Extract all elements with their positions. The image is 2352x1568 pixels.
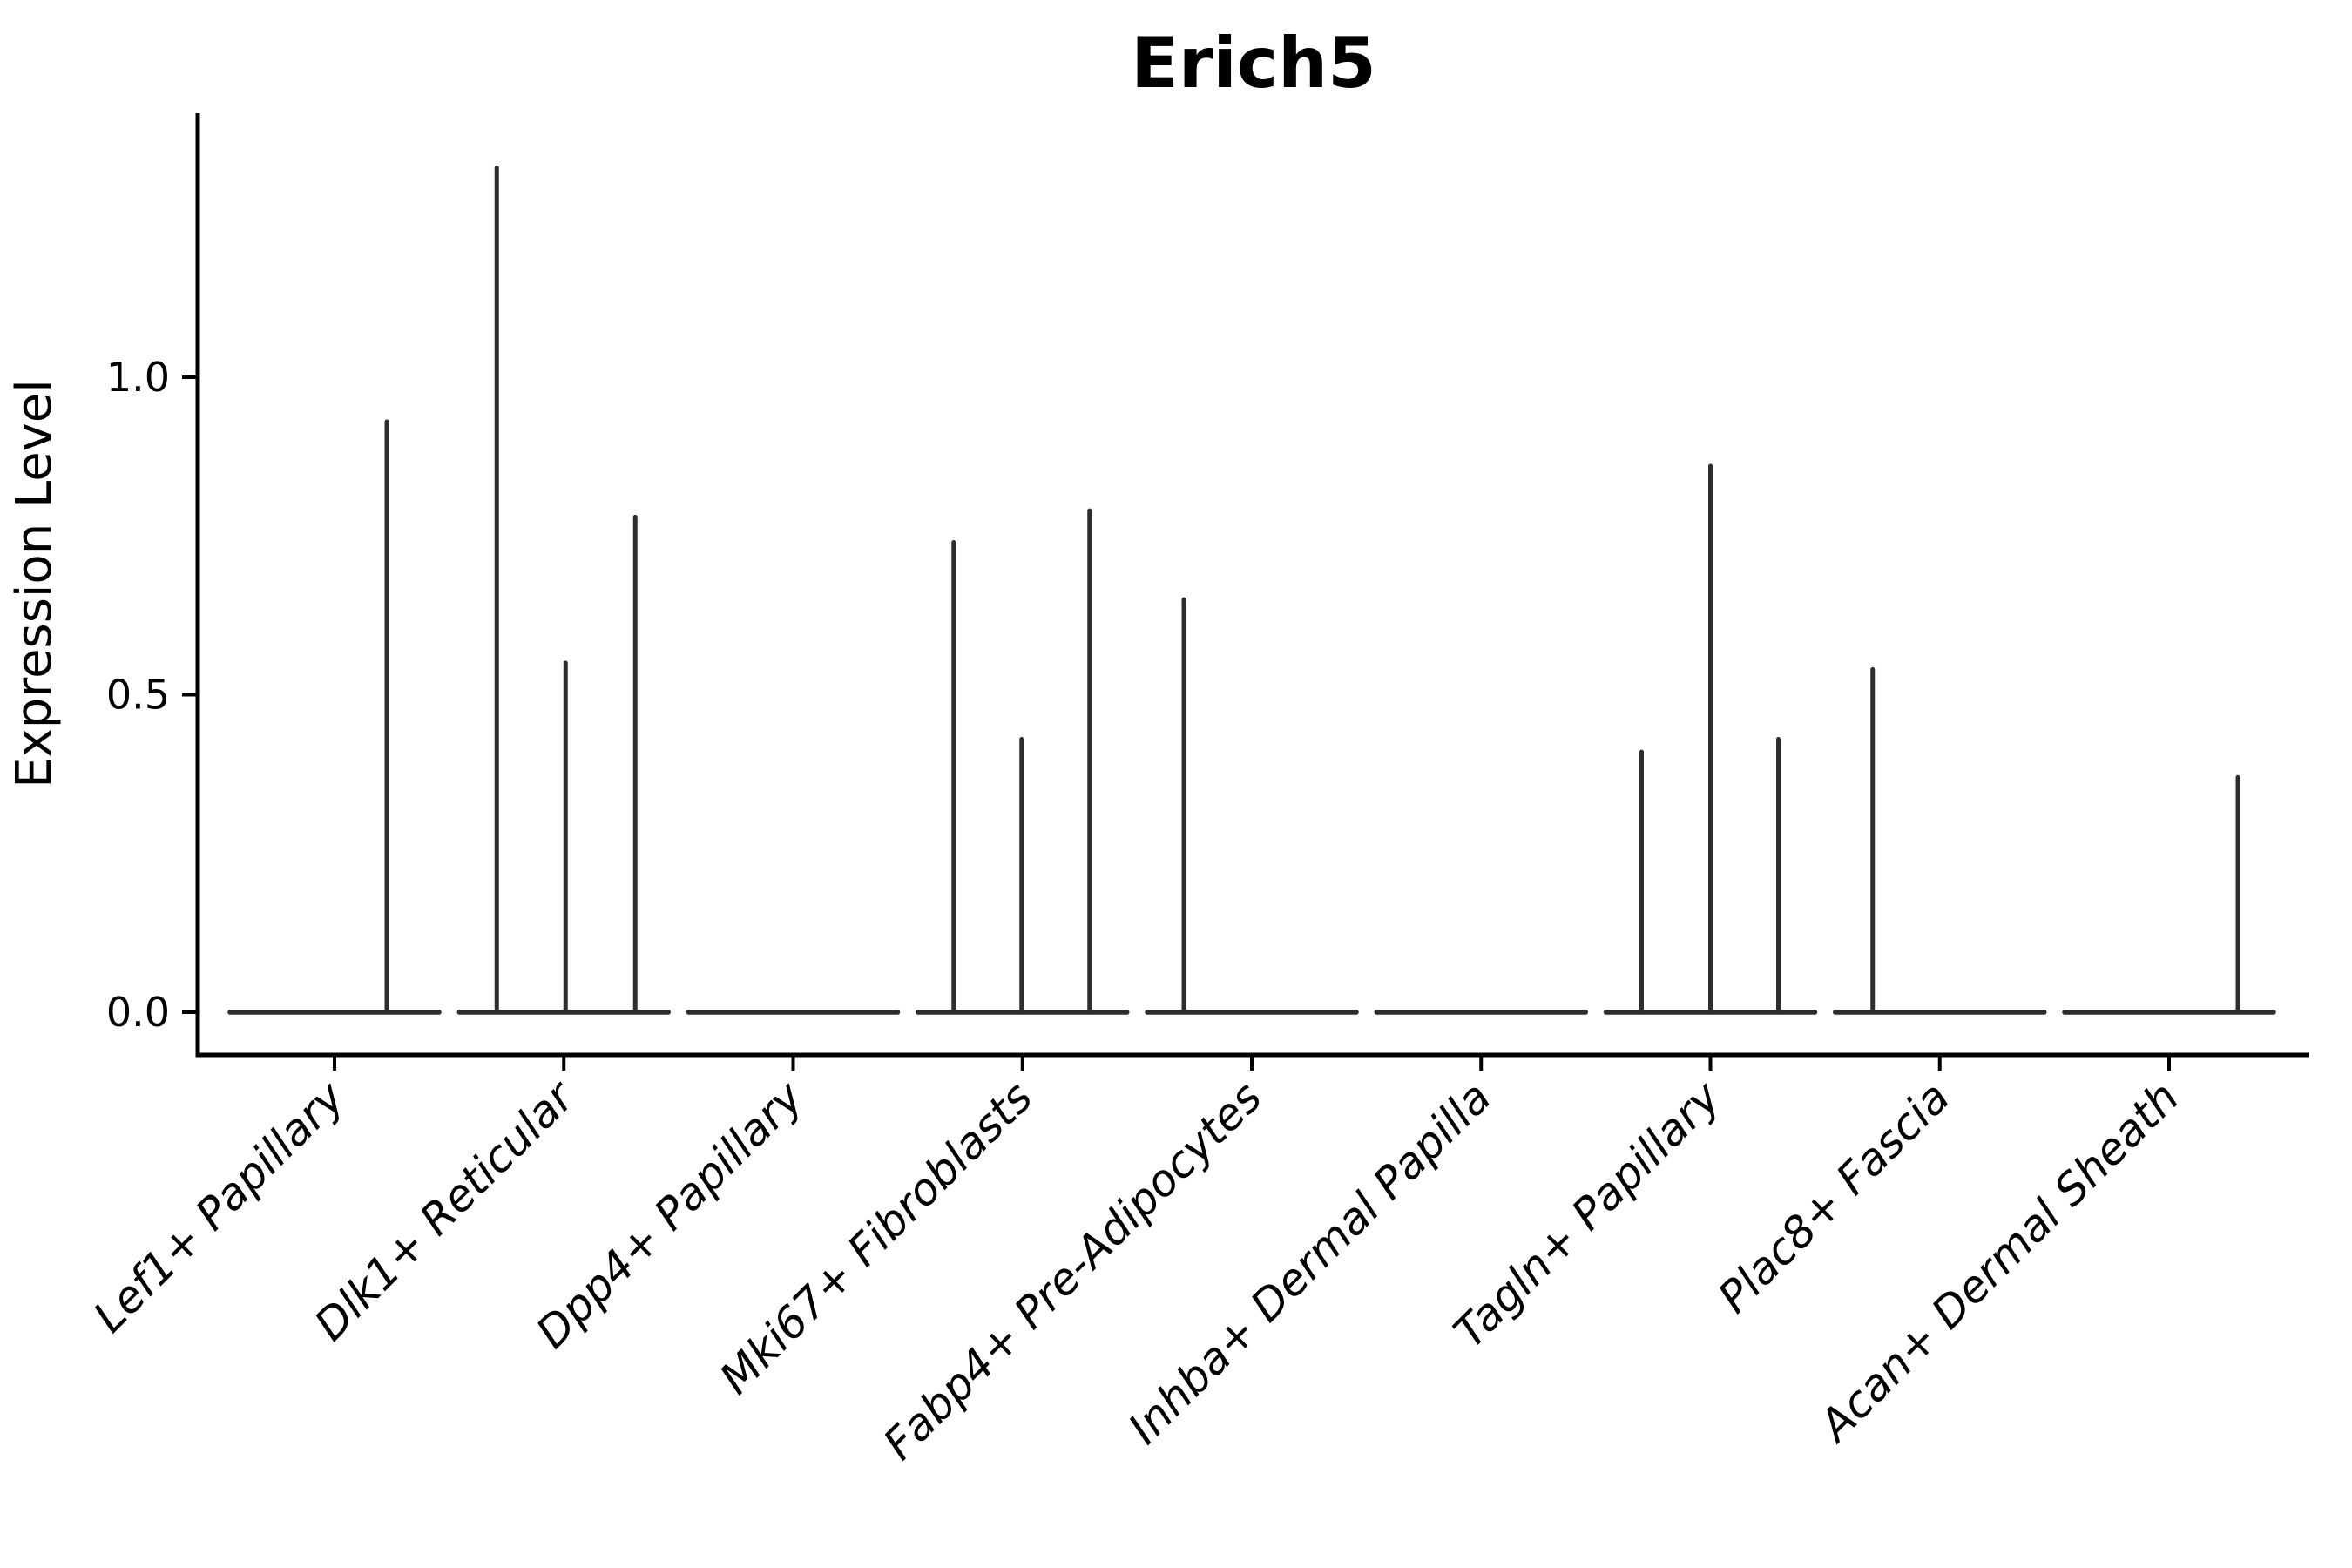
- x-tick-label: Inhba+ Dermal Papilla: [1119, 1071, 1500, 1453]
- y-tick-label: 0.5: [106, 672, 170, 719]
- y-axis-label: Expression Level: [6, 379, 63, 788]
- x-tick-label: Fabp4+ Pre-Adipocytes: [874, 1071, 1272, 1470]
- x-tick-label: Acan+ Dermal Sheath: [1808, 1071, 2189, 1452]
- x-tick-label: Lef1+ Papillary: [84, 1071, 355, 1342]
- violins-group: [227, 165, 2276, 1015]
- plot-title: Erich5: [1131, 23, 1376, 104]
- y-tick-label: 1.0: [106, 354, 170, 401]
- x-tick-label: Plac8+ Fascia: [1708, 1071, 1959, 1322]
- y-tick-label: 0.0: [106, 989, 170, 1036]
